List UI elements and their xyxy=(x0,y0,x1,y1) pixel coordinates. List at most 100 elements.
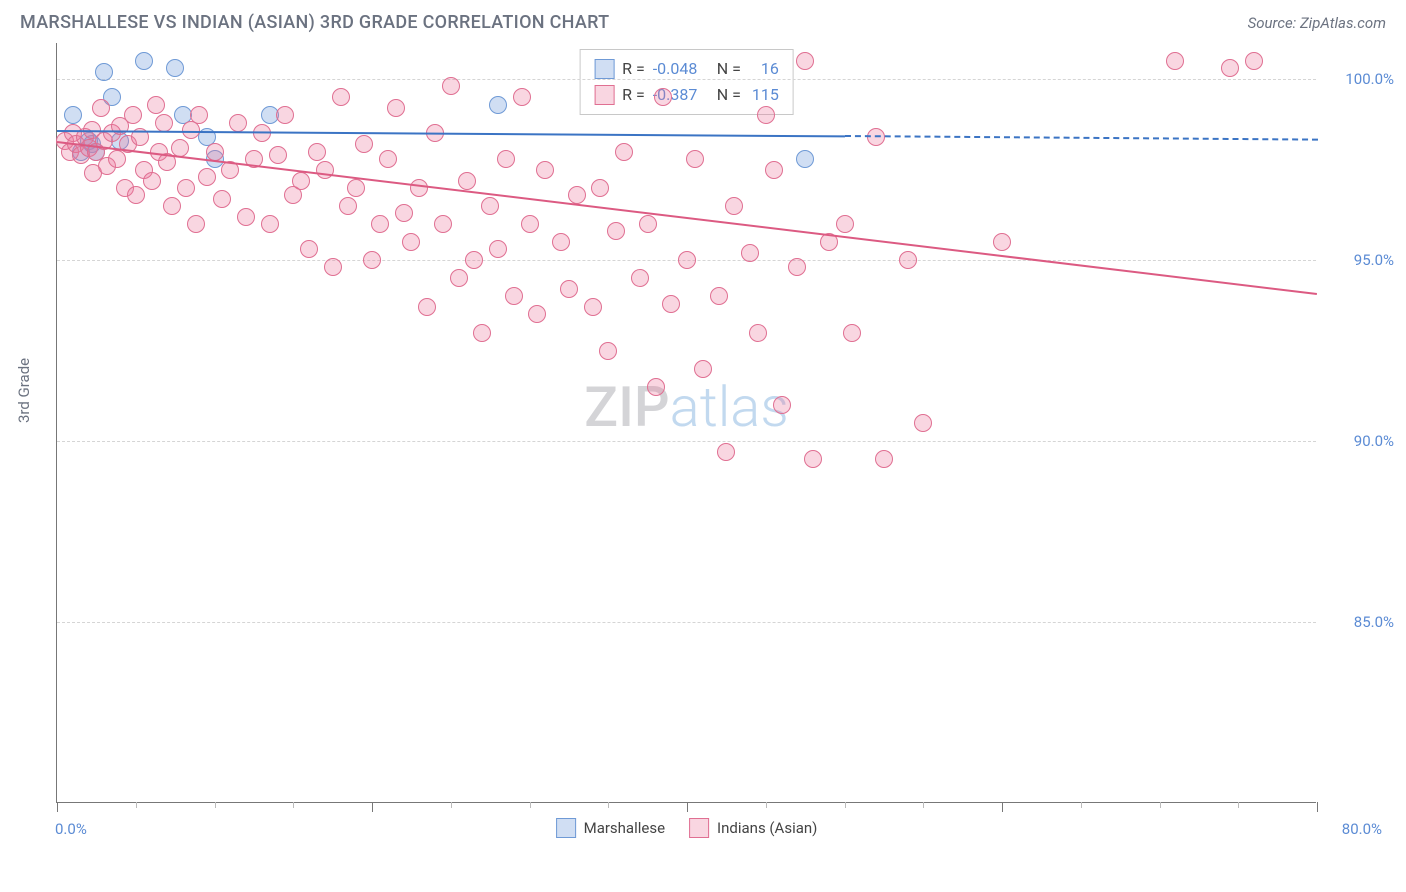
data-point xyxy=(631,269,649,287)
data-point xyxy=(135,52,153,70)
data-point xyxy=(450,269,468,287)
data-point xyxy=(206,143,224,161)
data-point xyxy=(95,63,113,81)
data-point xyxy=(757,106,775,124)
series-legend: Marshallese Indians (Asian) xyxy=(556,818,818,838)
data-point xyxy=(155,114,173,132)
data-point xyxy=(773,396,791,414)
gridline-h xyxy=(57,441,1316,442)
data-point xyxy=(395,204,413,222)
data-point xyxy=(442,77,460,95)
data-point xyxy=(339,197,357,215)
data-point xyxy=(717,443,735,461)
y-tick-label: 90.0% xyxy=(1354,432,1394,450)
data-point xyxy=(163,197,181,215)
data-point xyxy=(458,172,476,190)
data-point xyxy=(269,146,287,164)
data-point xyxy=(177,179,195,197)
data-point xyxy=(198,168,216,186)
data-point xyxy=(899,251,917,269)
legend-item-indians: Indians (Asian) xyxy=(689,818,817,838)
x-tick-major xyxy=(1002,802,1003,812)
x-tick-minor xyxy=(530,802,531,808)
x-tick-minor xyxy=(923,802,924,808)
x-axis-max-label: 80.0% xyxy=(1342,820,1382,838)
data-point xyxy=(694,360,712,378)
data-point xyxy=(678,251,696,269)
data-point xyxy=(662,295,680,313)
data-point xyxy=(434,215,452,233)
data-point xyxy=(292,172,310,190)
data-point xyxy=(324,258,342,276)
data-point xyxy=(261,215,279,233)
y-axis-title: 3rd Grade xyxy=(15,358,33,423)
data-point xyxy=(528,305,546,323)
correlation-legend: R = -0.048 N = 16 R = -0.387 N = 115 xyxy=(579,49,794,115)
y-tick-label: 85.0% xyxy=(1354,613,1394,631)
data-point xyxy=(229,114,247,132)
data-point xyxy=(741,244,759,262)
data-point xyxy=(187,215,205,233)
data-point xyxy=(560,280,578,298)
data-point xyxy=(489,96,507,114)
data-point xyxy=(591,179,609,197)
legend-row-marshallese: R = -0.048 N = 16 xyxy=(594,56,779,82)
data-point xyxy=(843,324,861,342)
y-tick-label: 95.0% xyxy=(1354,251,1394,269)
x-tick-minor xyxy=(293,802,294,808)
data-point xyxy=(788,258,806,276)
data-point xyxy=(686,150,704,168)
x-tick-minor xyxy=(451,802,452,808)
data-point xyxy=(190,106,208,124)
legend-label: Marshallese xyxy=(584,819,665,837)
x-tick-major xyxy=(372,802,373,812)
x-tick-minor xyxy=(845,802,846,808)
data-point xyxy=(725,197,743,215)
x-tick-minor xyxy=(608,802,609,808)
data-point xyxy=(64,106,82,124)
trendline xyxy=(57,130,845,137)
data-point xyxy=(1166,52,1184,70)
trendline-extrapolated xyxy=(844,135,1317,141)
x-axis-min-label: 0.0% xyxy=(55,820,87,838)
data-point xyxy=(584,298,602,316)
data-point xyxy=(607,222,625,240)
data-point xyxy=(481,197,499,215)
data-point xyxy=(213,190,231,208)
data-point xyxy=(371,215,389,233)
data-point xyxy=(300,240,318,258)
x-tick-major xyxy=(687,802,688,812)
x-tick-minor xyxy=(1238,802,1239,808)
legend-label: Indians (Asian) xyxy=(717,819,817,837)
swatch-icon xyxy=(689,818,709,838)
x-tick-minor xyxy=(136,802,137,808)
data-point xyxy=(497,150,515,168)
data-point xyxy=(237,208,255,226)
data-point xyxy=(505,287,523,305)
data-point xyxy=(536,161,554,179)
x-tick-minor xyxy=(1160,802,1161,808)
data-point xyxy=(347,179,365,197)
data-point xyxy=(875,450,893,468)
data-point xyxy=(836,215,854,233)
data-point xyxy=(143,172,161,190)
data-point xyxy=(253,124,271,142)
legend-row-indians: R = -0.387 N = 115 xyxy=(594,82,779,108)
data-point xyxy=(465,251,483,269)
data-point xyxy=(993,233,1011,251)
data-point xyxy=(363,251,381,269)
data-point xyxy=(308,143,326,161)
data-point xyxy=(418,298,436,316)
legend-item-marshallese: Marshallese xyxy=(556,818,665,838)
data-point xyxy=(147,96,165,114)
data-point xyxy=(710,287,728,305)
data-point xyxy=(749,324,767,342)
x-tick-minor xyxy=(1081,802,1082,808)
data-point xyxy=(355,135,373,153)
x-tick-major xyxy=(1317,802,1318,812)
x-tick-minor xyxy=(215,802,216,808)
data-point xyxy=(521,215,539,233)
data-point xyxy=(92,99,110,117)
data-point xyxy=(379,150,397,168)
data-point xyxy=(615,143,633,161)
